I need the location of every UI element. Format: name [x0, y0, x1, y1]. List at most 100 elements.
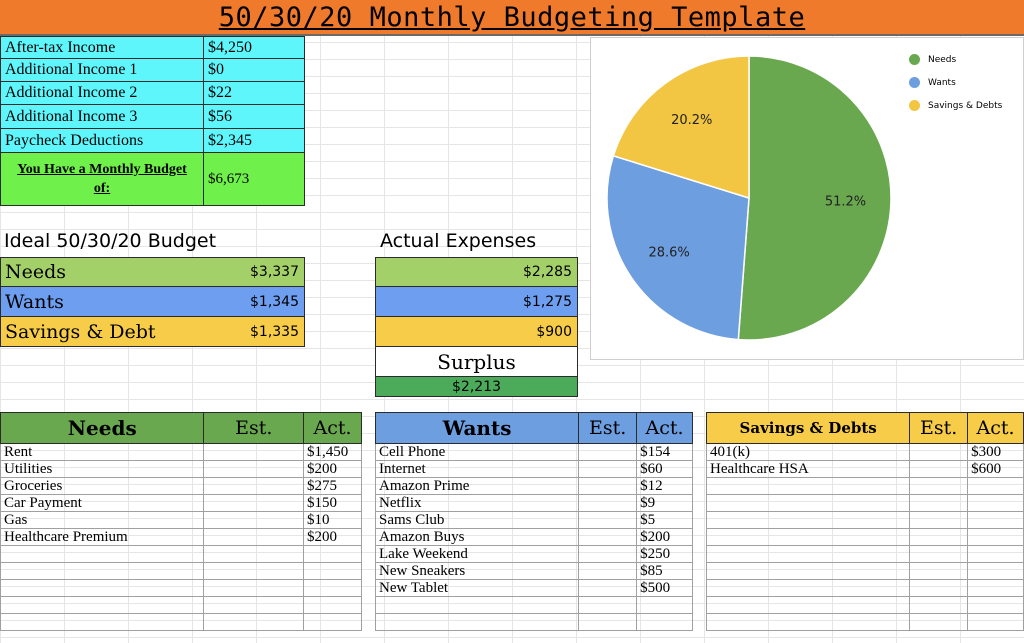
- item-name-cell[interactable]: Cell Phone: [374, 443, 580, 461]
- item-name-cell[interactable]: Car Payment: [0, 494, 205, 512]
- est-cell[interactable]: [203, 511, 305, 529]
- legend-item-savings[interactable]: Savings & Debts: [909, 100, 1002, 111]
- act-cell[interactable]: [967, 579, 1024, 597]
- income-label-cell[interactable]: Additional Income 1: [0, 58, 204, 82]
- item-name-cell[interactable]: [0, 613, 205, 631]
- est-cell[interactable]: [909, 545, 969, 563]
- est-cell[interactable]: [203, 579, 305, 597]
- act-cell[interactable]: [303, 613, 362, 631]
- item-name-cell[interactable]: 401(k): [705, 443, 911, 461]
- est-cell[interactable]: [909, 494, 969, 512]
- sheet-title[interactable]: 50/30/20 Monthly Budgeting Template: [218, 1, 806, 33]
- est-cell[interactable]: [578, 528, 638, 546]
- monthly-budget-label[interactable]: You Have a Monthly Budget of:: [0, 152, 204, 206]
- act-cell[interactable]: $200: [303, 528, 362, 546]
- pie-slice-wants[interactable]: [606, 154, 750, 341]
- pie-chart[interactable]: 51.2% 28.6% 20.2% Needs Wants Savings & De…: [590, 37, 1024, 360]
- act-cell[interactable]: $200: [303, 460, 362, 478]
- pie-slice-savings[interactable]: [612, 55, 750, 200]
- est-cell[interactable]: [203, 443, 305, 461]
- wants-header[interactable]: Wants: [374, 412, 580, 444]
- item-name-cell[interactable]: Amazon Prime: [374, 477, 580, 495]
- item-name-cell[interactable]: [374, 596, 580, 614]
- item-name-cell[interactable]: [705, 579, 911, 597]
- act-cell[interactable]: [636, 613, 693, 631]
- act-cell[interactable]: $154: [636, 443, 693, 461]
- act-cell[interactable]: $500: [636, 579, 693, 597]
- actual-savings-row[interactable]: $900: [375, 316, 578, 347]
- est-cell[interactable]: [578, 545, 638, 563]
- item-name-cell[interactable]: [705, 477, 911, 495]
- item-name-cell[interactable]: [705, 511, 911, 529]
- est-cell[interactable]: [909, 562, 969, 580]
- act-cell[interactable]: [967, 528, 1024, 546]
- est-cell[interactable]: [203, 528, 305, 546]
- savings-est-header[interactable]: Est.: [909, 412, 969, 444]
- act-cell[interactable]: [303, 545, 362, 563]
- item-name-cell[interactable]: [374, 613, 580, 631]
- item-name-cell[interactable]: Lake Weekend: [374, 545, 580, 563]
- needs-header[interactable]: Needs: [0, 412, 205, 444]
- act-cell[interactable]: [967, 545, 1024, 563]
- est-cell[interactable]: [909, 579, 969, 597]
- item-name-cell[interactable]: Healthcare HSA: [705, 460, 911, 478]
- actual-wants-row[interactable]: $1,275: [375, 286, 578, 317]
- act-cell[interactable]: $150: [303, 494, 362, 512]
- item-name-cell[interactable]: [705, 545, 911, 563]
- needs-act-header[interactable]: Act.: [303, 412, 362, 444]
- item-name-cell[interactable]: Amazon Buys: [374, 528, 580, 546]
- item-name-cell[interactable]: Sams Club: [374, 511, 580, 529]
- act-cell[interactable]: $9: [636, 494, 693, 512]
- monthly-budget-value[interactable]: $6,673: [203, 152, 305, 206]
- act-cell[interactable]: $5: [636, 511, 693, 529]
- savings-header[interactable]: Savings & Debts: [705, 412, 911, 444]
- act-cell[interactable]: [303, 562, 362, 580]
- income-value-cell[interactable]: $4,250: [203, 36, 305, 59]
- act-cell[interactable]: [967, 562, 1024, 580]
- item-name-cell[interactable]: Utilities: [0, 460, 205, 478]
- pie-slice-needs[interactable]: [737, 55, 892, 341]
- income-label-cell[interactable]: Additional Income 2: [0, 81, 204, 105]
- item-name-cell[interactable]: [0, 562, 205, 580]
- est-cell[interactable]: [909, 596, 969, 614]
- est-cell[interactable]: [909, 443, 969, 461]
- act-cell[interactable]: [967, 477, 1024, 495]
- item-name-cell[interactable]: Gas: [0, 511, 205, 529]
- income-label-cell[interactable]: After-tax Income: [0, 36, 204, 59]
- est-cell[interactable]: [578, 494, 638, 512]
- est-cell[interactable]: [203, 596, 305, 614]
- est-cell[interactable]: [578, 596, 638, 614]
- item-name-cell[interactable]: [705, 562, 911, 580]
- act-cell[interactable]: $275: [303, 477, 362, 495]
- est-cell[interactable]: [203, 460, 305, 478]
- income-value-cell[interactable]: $56: [203, 104, 305, 129]
- legend-item-needs[interactable]: Needs: [909, 54, 956, 65]
- est-cell[interactable]: [578, 613, 638, 631]
- legend-item-wants[interactable]: Wants: [909, 77, 956, 88]
- act-cell[interactable]: [967, 613, 1024, 631]
- item-name-cell[interactable]: [705, 528, 911, 546]
- income-label-cell[interactable]: Additional Income 3: [0, 104, 204, 129]
- est-cell[interactable]: [203, 545, 305, 563]
- est-cell[interactable]: [578, 460, 638, 478]
- item-name-cell[interactable]: Healthcare Premium: [0, 528, 205, 546]
- act-cell[interactable]: [303, 596, 362, 614]
- act-cell[interactable]: [303, 579, 362, 597]
- needs-est-header[interactable]: Est.: [203, 412, 305, 444]
- act-cell[interactable]: $200: [636, 528, 693, 546]
- item-name-cell[interactable]: [0, 579, 205, 597]
- est-cell[interactable]: [578, 579, 638, 597]
- ideal-wants-row[interactable]: Wants $1,345: [0, 286, 305, 317]
- est-cell[interactable]: [578, 562, 638, 580]
- act-cell[interactable]: $60: [636, 460, 693, 478]
- item-name-cell[interactable]: New Sneakers: [374, 562, 580, 580]
- wants-est-header[interactable]: Est.: [578, 412, 638, 444]
- act-cell[interactable]: $10: [303, 511, 362, 529]
- item-name-cell[interactable]: Netflix: [374, 494, 580, 512]
- act-cell[interactable]: $12: [636, 477, 693, 495]
- est-cell[interactable]: [909, 460, 969, 478]
- act-cell[interactable]: $85: [636, 562, 693, 580]
- ideal-needs-row[interactable]: Needs $3,337: [0, 257, 305, 287]
- surplus-value-cell[interactable]: $2,213: [375, 376, 578, 397]
- item-name-cell[interactable]: [705, 613, 911, 631]
